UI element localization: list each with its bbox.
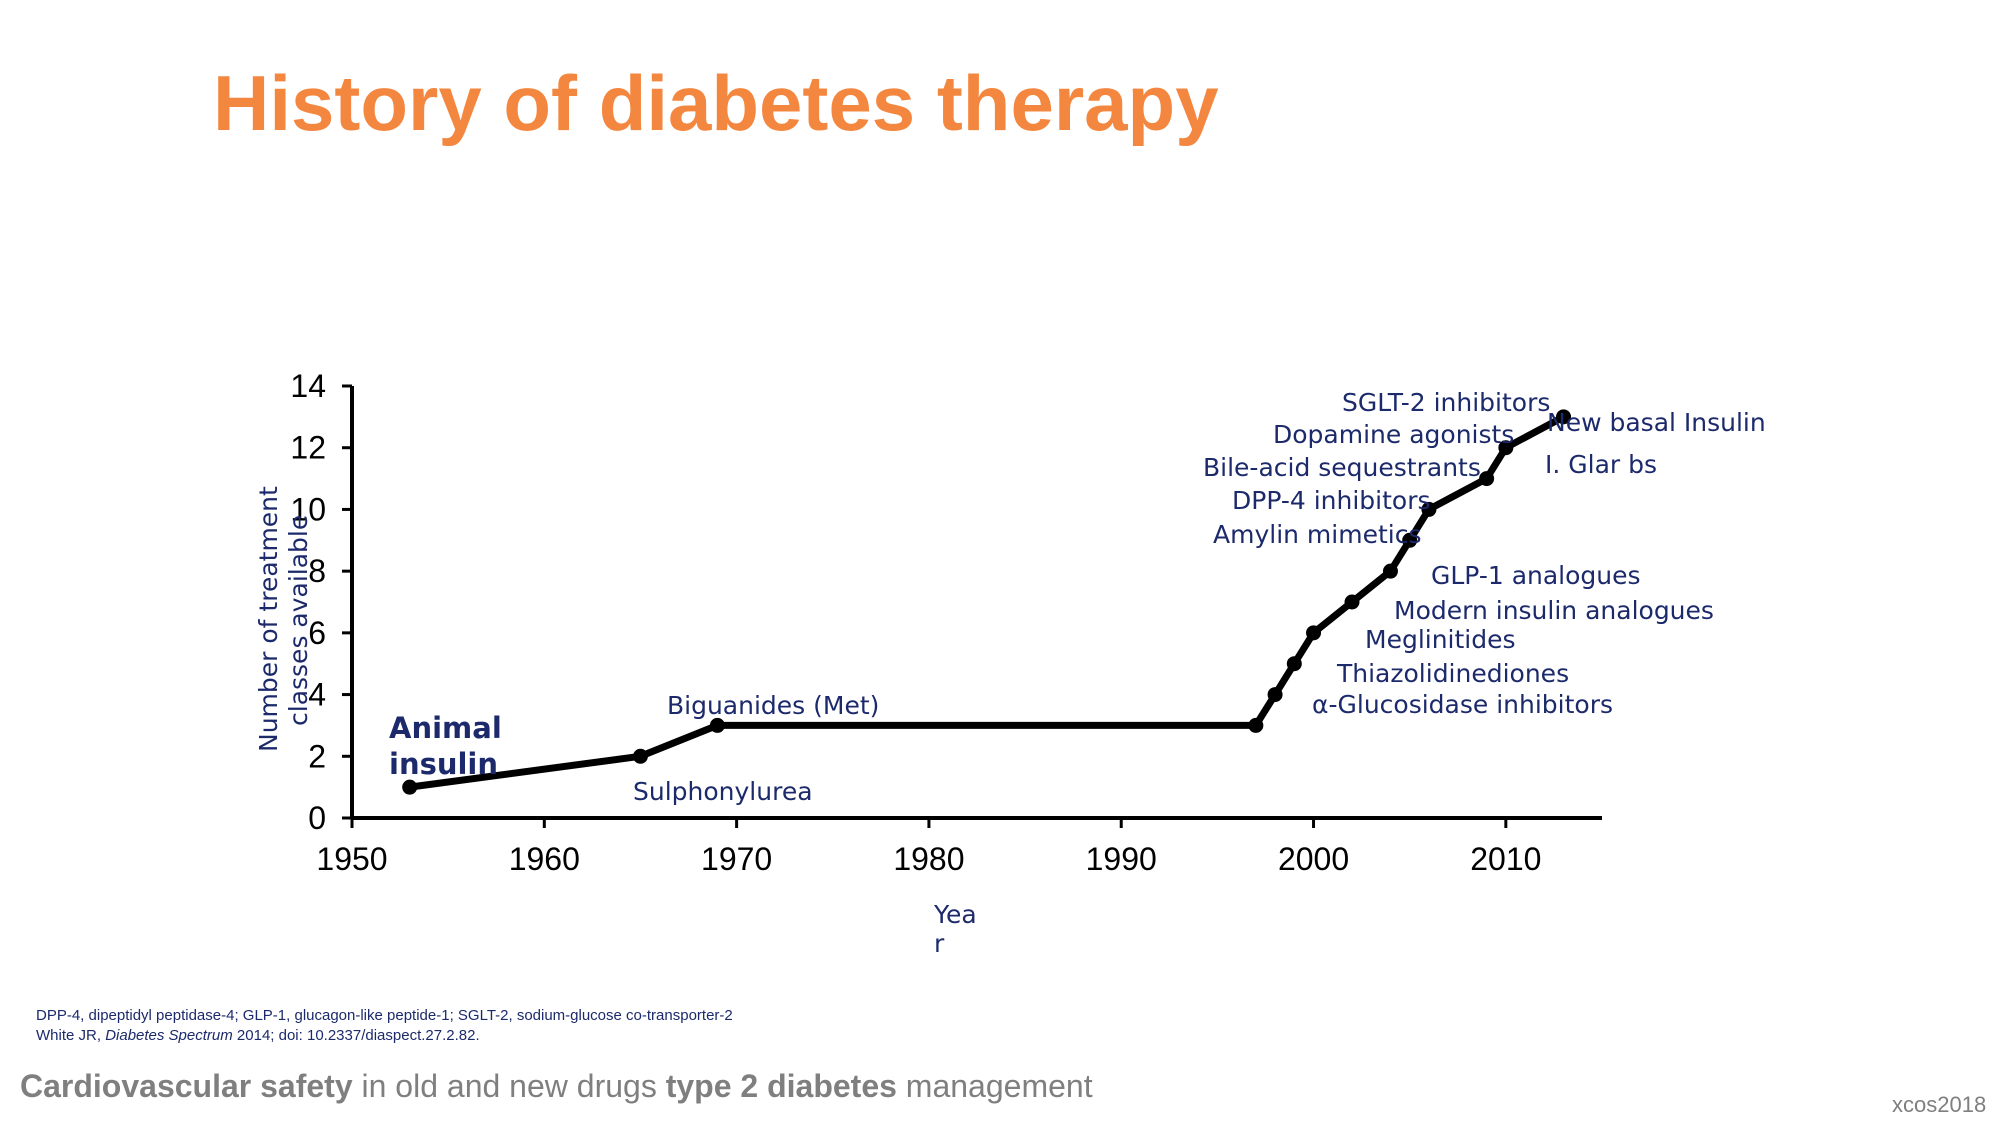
annotation-animal-insulin-line1: Animal [389, 711, 502, 745]
annotation-amylin: Amylin mimetics [1213, 520, 1421, 549]
annotation-sglt2: SGLT-2 inhibitors [1342, 388, 1550, 417]
x-axis-title-line1: Yea [933, 900, 977, 929]
y-tick-label: 2 [308, 738, 326, 774]
footnote-doi: 2014; doi: 10.2337/diaspect.27.2.82. [232, 1027, 480, 1044]
series-points [402, 409, 1572, 795]
data-point [1267, 687, 1283, 703]
y-tick-label: 12 [290, 430, 326, 466]
y-tick-label: 10 [290, 491, 326, 527]
chart-axes [350, 386, 1602, 820]
data-point [1402, 532, 1418, 548]
data-point [1344, 594, 1360, 610]
footer-tag: xcos2018 [1892, 1092, 1987, 1117]
footer-bold-1: Cardiovascular safety [20, 1068, 353, 1104]
data-point [1306, 625, 1322, 641]
annotation-dopamine: Dopamine agonists [1273, 420, 1514, 449]
annotation-dpp4: DPP-4 inhibitors [1232, 486, 1431, 515]
y-axis-title-line1: Number of treatment [254, 486, 283, 752]
annotation-sulphonylurea: Sulphonylurea [633, 777, 813, 806]
annotation-glar-bs: I. Glar bs [1545, 450, 1657, 479]
y-tick-label: 8 [308, 553, 326, 589]
footnote-author: White JR, [36, 1027, 106, 1044]
annotation-biguanides: Biguanides (Met) [667, 691, 879, 720]
data-point [1556, 409, 1572, 425]
footnote-abbreviations: DPP-4, dipeptidyl peptidase-4; GLP-1, gl… [36, 1007, 733, 1024]
data-point [1479, 471, 1495, 487]
y-tick-label: 0 [308, 800, 326, 836]
footer-text-2: management [896, 1068, 1093, 1104]
annotation-animal-insulin-line2: insulin [389, 747, 498, 781]
footnotes: DPP-4, dipeptidyl peptidase-4; GLP-1, gl… [36, 1006, 733, 1046]
footnote-journal: Diabetes Spectrum [105, 1027, 233, 1044]
y-tick-label: 4 [308, 677, 326, 713]
data-point [1421, 501, 1437, 517]
footer-bold-2: type 2 diabetes [665, 1068, 897, 1104]
annotation-bile-acid: Bile-acid sequestrants [1203, 453, 1481, 482]
data-point [1248, 717, 1264, 733]
footnote-reference: White JR, Diabetes Spectrum 2014; doi: 1… [36, 1026, 733, 1046]
x-tick-label: 1950 [316, 841, 387, 877]
annotation-new-basal-insulin: New basal Insulin [1547, 408, 1766, 437]
data-point [1498, 440, 1514, 456]
annotation-modern-insulin: Modern insulin analogues [1394, 596, 1714, 625]
y-axis-title-line2: classes available [284, 515, 313, 726]
x-tick-label: 1990 [1086, 841, 1157, 877]
y-tick-label: 14 [290, 368, 326, 404]
x-tick-label: 2000 [1278, 841, 1349, 877]
annotation-glp1: GLP-1 analogues [1431, 561, 1641, 590]
x-tick-label: 1970 [701, 841, 772, 877]
y-tick-label: 6 [308, 615, 326, 651]
series-line [409, 413, 1566, 791]
data-point [1286, 656, 1302, 672]
annotation-meglinitides: Meglinitides [1365, 625, 1516, 654]
x-tick-label: 1960 [509, 841, 580, 877]
x-ticks: 1950 1960 1970 1980 1990 2000 2010 [316, 818, 1541, 877]
annotation-alpha-glucosidase: α-Glucosidase inhibitors [1312, 690, 1613, 719]
footer-text-1: in old and new drugs [352, 1068, 666, 1104]
slide-title: History of diabetes therapy [213, 59, 1219, 147]
data-point [1382, 563, 1398, 579]
x-tick-label: 2010 [1470, 841, 1541, 877]
data-point [709, 717, 725, 733]
x-axis-title-line2: r [934, 929, 945, 958]
annotation-thiazolidinediones: Thiazolidinediones [1336, 659, 1569, 688]
y-ticks: 0 2 4 6 8 10 12 14 [290, 368, 352, 836]
slide-footer: Cardiovascular safety in old and new dru… [20, 1068, 1093, 1105]
data-point [632, 748, 648, 764]
data-point [402, 779, 418, 795]
x-tick-label: 1980 [893, 841, 964, 877]
